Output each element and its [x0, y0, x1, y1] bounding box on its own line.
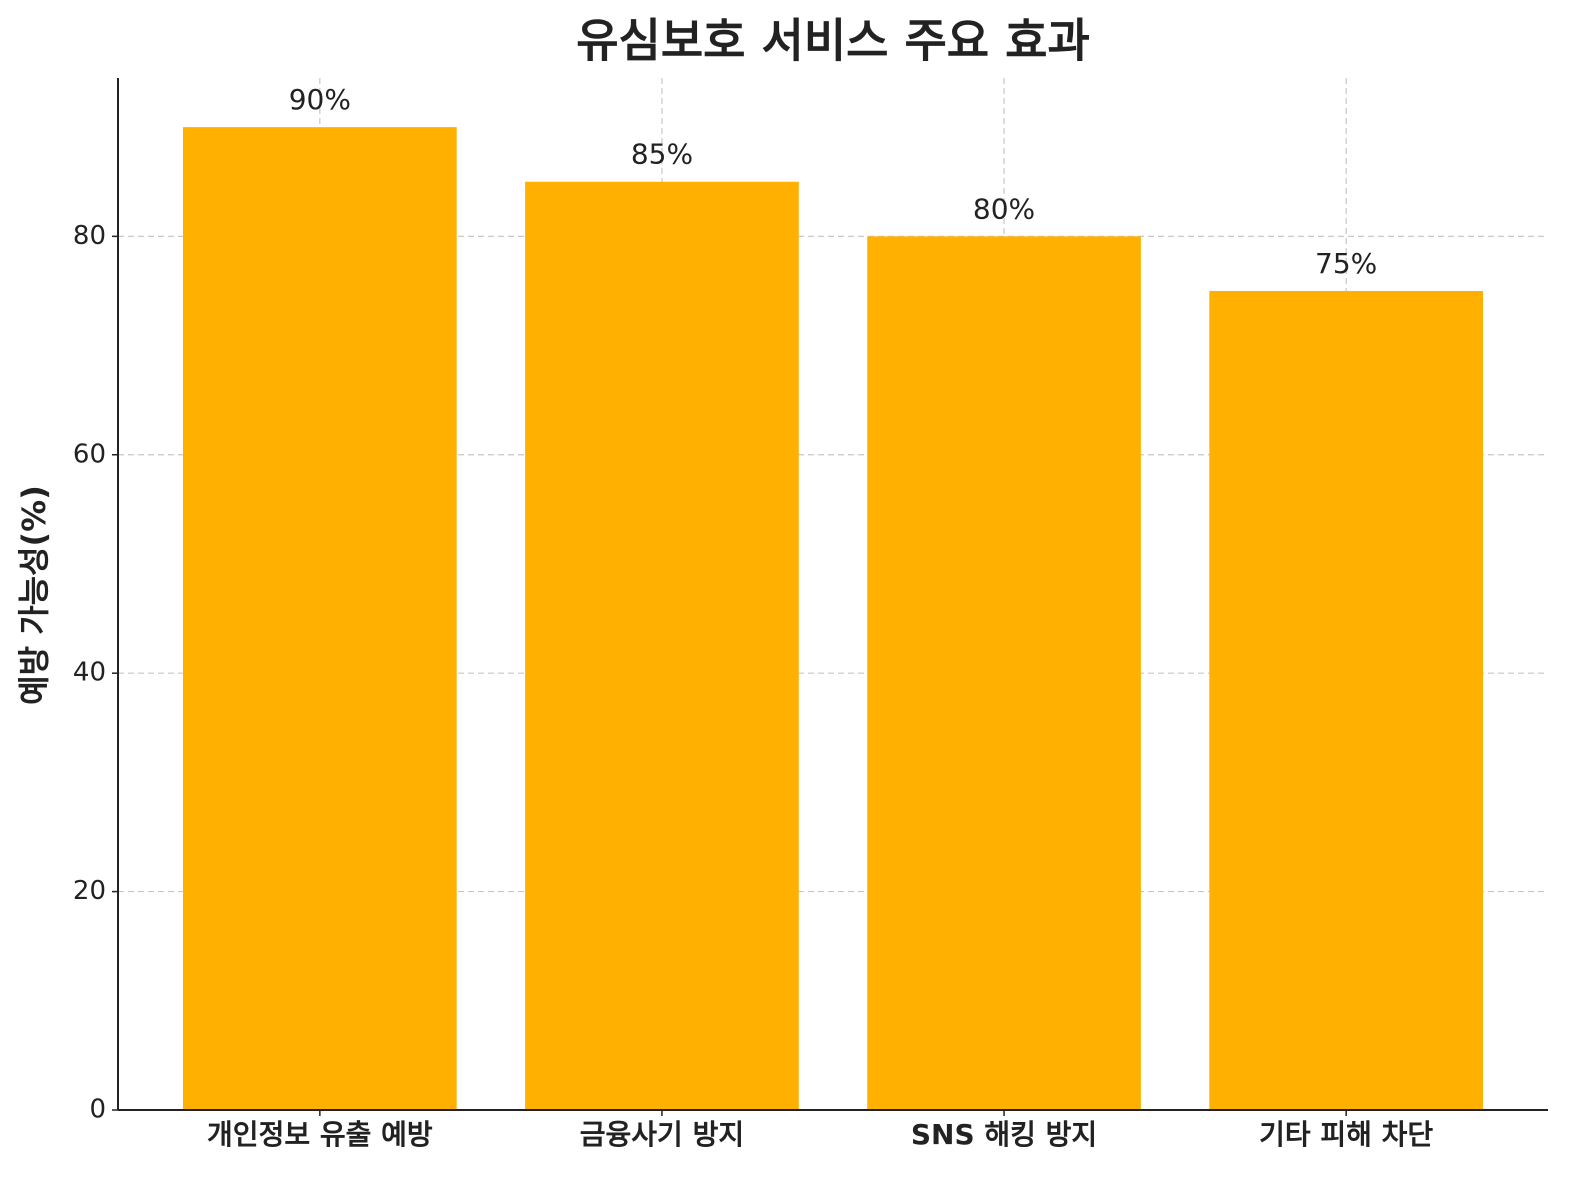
x-tick-label: 개인정보 유출 예방: [207, 1118, 433, 1151]
y-tick-label: 0: [89, 1095, 106, 1125]
y-tick-label: 20: [73, 876, 106, 906]
bar: [183, 127, 457, 1110]
x-tick-label: 기타 피해 차단: [1259, 1118, 1433, 1151]
bar: [867, 236, 1141, 1110]
value-label: 90%: [289, 83, 351, 116]
value-label: 80%: [973, 192, 1035, 225]
value-label: 75%: [1315, 247, 1377, 280]
y-tick-label: 60: [73, 439, 106, 469]
chart-title: 유심보호 서비스 주요 효과: [576, 14, 1090, 68]
x-tick-label: 금융사기 방지: [580, 1118, 744, 1151]
bar: [1209, 290, 1483, 1110]
x-tick-label: SNS 해킹 방지: [911, 1118, 1097, 1151]
y-axis-label: 예방 가능성(%): [15, 485, 53, 705]
value-label: 85%: [631, 138, 693, 171]
y-tick-label: 40: [73, 658, 106, 688]
y-tick-label: 80: [73, 221, 106, 251]
bar: [525, 181, 799, 1110]
